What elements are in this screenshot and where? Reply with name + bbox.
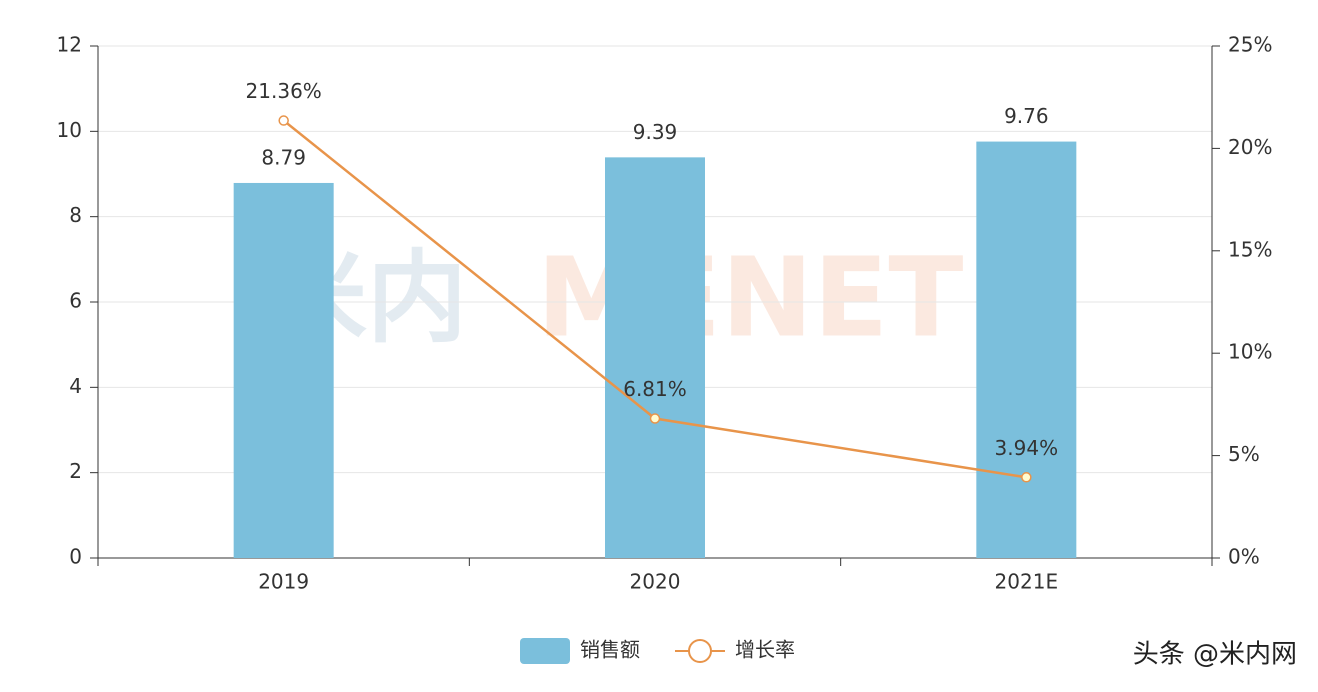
y2-tick-label: 0% (1228, 545, 1260, 569)
y2-tick-label: 20% (1228, 135, 1272, 159)
legend-swatch (688, 639, 712, 663)
y-tick-label: 10 (57, 118, 82, 142)
y2-tick-label: 25% (1228, 33, 1272, 57)
x-tick-label: 2020 (630, 570, 681, 594)
line-point (649, 413, 661, 424)
x-tick-label: 2021E (995, 570, 1059, 594)
y-tick-label: 8 (69, 203, 82, 227)
line-value-label: 3.94% (995, 436, 1059, 460)
y-tick-label: 0 (69, 545, 82, 569)
line-value-label: 6.81% (623, 377, 687, 401)
line-value-label: 21.36% (246, 79, 322, 103)
y-tick-label: 2 (69, 459, 82, 483)
bar (976, 141, 1077, 558)
bar-value-label: 9.39 (633, 120, 678, 144)
y2-tick-label: 10% (1228, 340, 1272, 364)
y2-tick-label: 5% (1228, 442, 1260, 466)
x-tick-label: 2019 (258, 570, 309, 594)
bar (233, 182, 334, 558)
credit: 头条 @米内网 (1133, 640, 1297, 670)
y-tick-label: 6 (69, 289, 82, 313)
bar-value-label: 9.76 (1004, 104, 1049, 128)
legend-label: 销售额 (580, 638, 640, 662)
y-tick-label: 4 (69, 374, 82, 398)
watermark: MENET (537, 233, 964, 361)
bar (605, 157, 705, 559)
legend-swatch (520, 638, 570, 664)
line-point (1021, 472, 1032, 483)
y2-tick-label: 15% (1228, 237, 1272, 261)
legend-label: 增长率 (735, 638, 795, 662)
line-point (278, 115, 289, 126)
y-tick-label: 12 (57, 33, 82, 57)
bar-value-label: 8.79 (261, 145, 306, 169)
